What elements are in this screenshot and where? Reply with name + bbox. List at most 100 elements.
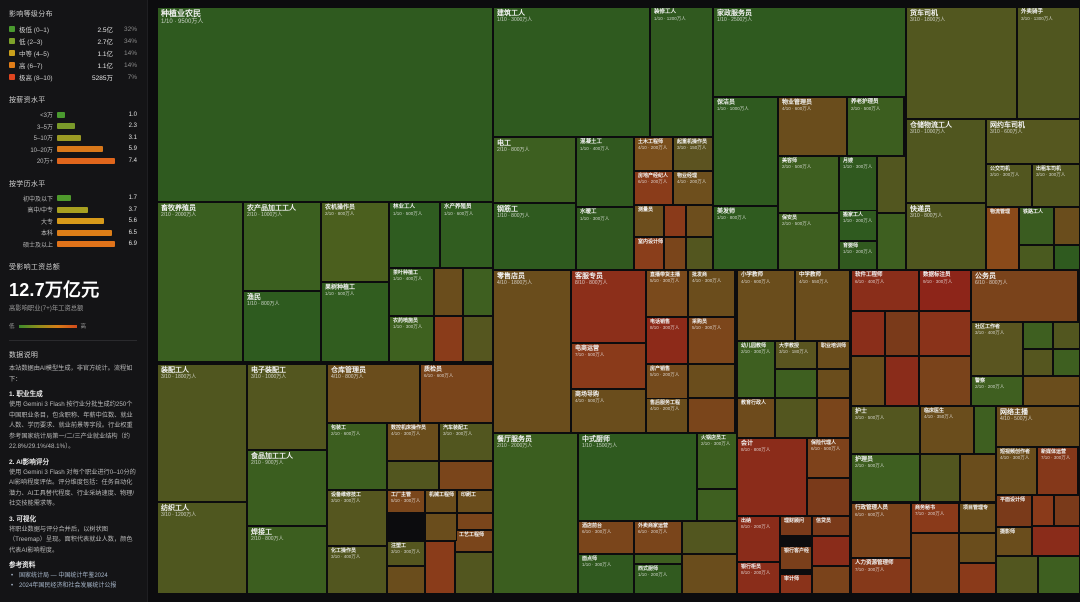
occupation-cell[interactable]: 装修工人 1/10 · 1200万人 — [650, 7, 713, 137]
occupation-cell-small[interactable] — [697, 489, 737, 521]
occupation-cell[interactable]: 保洁员 1/10 · 1000万人 — [713, 97, 778, 206]
occupation-cell-small[interactable] — [463, 268, 493, 316]
occupation-cell[interactable]: 食品加工工人 2/10 · 900万人 — [247, 450, 327, 526]
occupation-cell[interactable]: 室内设计师 — [634, 237, 664, 270]
occupation-cell[interactable]: 客服专员 8/10 · 800万人 — [571, 270, 646, 343]
occupation-cell[interactable]: 美容师 2/10 · 500万人 — [778, 156, 839, 213]
occupation-cell[interactable]: 电话销售 8/10 · 300万人 — [646, 317, 688, 364]
occupation-cell[interactable]: 临床医生 4/10 · 350万人 — [920, 406, 974, 454]
ref-link[interactable]: 2024年国民经济和社会发展统计公报 — [9, 581, 137, 591]
occupation-cell[interactable]: 电子装配工 3/10 · 1000万人 — [247, 364, 327, 450]
occupation-cell[interactable]: 银行柜员 8/10 · 200万人 — [737, 562, 780, 594]
occupation-cell[interactable]: 起重机操作员 3/10 · 150万人 — [673, 137, 713, 171]
occupation-cell[interactable]: 林业工人 1/10 · 500万人 — [389, 202, 440, 268]
occupation-cell[interactable]: 种植业农民 1/10 · 9500万人 — [157, 7, 493, 202]
occupation-cell[interactable]: 水暖工 1/10 · 300万人 — [576, 207, 634, 270]
occupation-cell-small[interactable] — [920, 454, 960, 502]
occupation-cell[interactable]: 商务秘书 7/10 · 200万人 — [911, 503, 959, 533]
occupation-cell[interactable]: 育婴师 1/10 · 200万人 — [839, 241, 877, 270]
occupation-cell-small[interactable] — [1019, 245, 1054, 270]
occupation-cell-small[interactable] — [434, 316, 463, 362]
occupation-cell[interactable]: 公务员 6/10 · 800万人 — [971, 270, 1078, 322]
occupation-cell[interactable]: 保险代理人 6/10 · 500万人 — [807, 438, 850, 478]
occupation-cell[interactable]: 印刷工 — [457, 490, 493, 513]
occupation-cell[interactable]: 装配工人 3/10 · 1800万人 — [157, 364, 247, 502]
occupation-cell-small[interactable] — [1023, 376, 1080, 406]
occupation-cell-small[interactable] — [686, 237, 713, 270]
occupation-cell-small[interactable] — [885, 311, 919, 356]
occupation-cell[interactable]: 数据标注员 9/10 · 300万人 — [919, 270, 971, 311]
occupation-cell[interactable]: 数控机床操作员 4/10 · 300万人 — [387, 423, 439, 461]
occupation-cell-small[interactable] — [439, 461, 493, 490]
occupation-cell[interactable]: 外卖骑手 3/10 · 1300万人 — [1017, 7, 1080, 119]
occupation-cell[interactable]: 机械工程师 — [425, 490, 457, 513]
occupation-cell-small[interactable] — [457, 513, 493, 530]
occupation-cell-small[interactable] — [1032, 526, 1080, 556]
occupation-cell-small[interactable] — [688, 398, 735, 433]
occupation-cell[interactable]: 仓库管理员 4/10 · 800万人 — [327, 364, 420, 423]
occupation-cell-small[interactable] — [1054, 207, 1080, 245]
occupation-cell[interactable]: 平面设计师 — [996, 495, 1032, 527]
occupation-cell[interactable]: 中式厨师 1/10 · 1500万人 — [578, 433, 697, 521]
occupation-cell[interactable]: 短视频创作者 4/10 · 300万人 — [996, 447, 1037, 495]
occupation-cell[interactable]: 注塑工 3/10 · 300万人 — [387, 541, 425, 566]
impact-level-row[interactable]: 高 (6–7) 1.1亿 14% — [9, 59, 137, 71]
occupation-cell[interactable]: 理财顾问 — [780, 516, 812, 536]
occupation-cell[interactable]: 汽车装配工 3/10 · 300万人 — [439, 423, 493, 461]
occupation-cell[interactable]: 果树种植工 1/10 · 500万人 — [321, 282, 389, 362]
occupation-cell-small[interactable] — [1054, 245, 1080, 270]
occupation-cell-small[interactable] — [1038, 556, 1080, 594]
occupation-cell[interactable]: 警察 2/10 · 200万人 — [971, 376, 1023, 406]
occupation-cell-small[interactable] — [919, 356, 971, 406]
impact-level-row[interactable]: 极高 (8–10) 5285万 7% — [9, 71, 137, 83]
occupation-cell-small[interactable] — [686, 205, 713, 237]
occupation-cell-small[interactable] — [877, 156, 906, 213]
occupation-cell-small[interactable] — [911, 533, 959, 594]
occupation-cell-small[interactable] — [664, 205, 686, 237]
occupation-cell-small[interactable] — [960, 454, 996, 502]
occupation-cell-small[interactable] — [1054, 495, 1080, 526]
occupation-cell[interactable]: 水产养殖员 1/10 · 600万人 — [440, 202, 493, 268]
occupation-cell[interactable]: 教育行政人 — [737, 398, 775, 438]
occupation-cell[interactable]: 农机操作员 2/10 · 800万人 — [321, 202, 389, 282]
occupation-cell[interactable]: 火锅店员工 2/10 · 300万人 — [697, 433, 737, 489]
occupation-cell[interactable]: 物流管理 — [986, 207, 1019, 270]
occupation-cell[interactable]: 农产品加工工人 2/10 · 1000万人 — [243, 202, 321, 291]
occupation-cell[interactable]: 大学教授 3/10 · 180万人 — [775, 341, 817, 369]
occupation-cell[interactable]: 物业经理 4/10 · 200万人 — [673, 171, 713, 205]
occupation-cell[interactable]: 护理员 2/10 · 500万人 — [851, 454, 920, 502]
occupation-cell-small[interactable] — [885, 356, 919, 406]
occupation-cell-small[interactable] — [463, 316, 493, 362]
occupation-cell[interactable]: 采购员 5/10 · 300万人 — [688, 317, 735, 364]
occupation-cell[interactable]: 摄影师 — [996, 527, 1032, 556]
occupation-cell-small[interactable] — [682, 521, 737, 554]
occupation-cell[interactable]: 仓储物流工人 3/10 · 1000万人 — [906, 119, 986, 203]
occupation-cell[interactable]: 面点师 1/10 · 300万人 — [578, 554, 634, 594]
occupation-cell[interactable]: 铁路工人 — [1019, 207, 1054, 245]
occupation-cell-small[interactable] — [1053, 349, 1080, 376]
occupation-cell-small[interactable] — [959, 533, 996, 563]
impact-level-row[interactable]: 中等 (4–5) 1.1亿 14% — [9, 47, 137, 59]
occupation-cell-small[interactable] — [425, 513, 457, 541]
occupation-cell[interactable]: 出租车司机 3/10 · 300万人 — [1032, 164, 1080, 207]
occupation-cell[interactable]: 酒店前台 6/10 · 300万人 — [578, 521, 634, 554]
occupation-cell-small[interactable] — [434, 268, 463, 316]
occupation-cell[interactable]: 网约车司机 3/10 · 600万人 — [986, 119, 1080, 164]
occupation-cell-small[interactable] — [664, 237, 686, 270]
occupation-cell-small[interactable] — [634, 554, 682, 564]
occupation-cell[interactable]: 出纳 8/10 · 200万人 — [737, 516, 780, 562]
occupation-cell-small[interactable] — [688, 364, 735, 398]
occupation-cell[interactable]: 审计师 — [780, 574, 812, 594]
occupation-cell[interactable]: 职业培训师 — [817, 341, 850, 369]
occupation-cell-small[interactable] — [919, 311, 971, 356]
occupation-cell[interactable]: 售后服务工程 4/10 · 200万人 — [646, 398, 688, 433]
occupation-cell[interactable]: 商场导购 4/10 · 500万人 — [571, 389, 646, 433]
occupation-cell-small[interactable] — [775, 369, 817, 398]
occupation-cell[interactable]: 公交司机 3/10 · 300万人 — [986, 164, 1032, 207]
occupation-cell[interactable]: 中学教师 4/10 · 550万人 — [795, 270, 850, 341]
occupation-cell[interactable]: 畜牧养殖员 2/10 · 2000万人 — [157, 202, 243, 362]
occupation-cell[interactable]: 护士 3/10 · 500万人 — [851, 406, 920, 454]
occupation-cell[interactable]: 电工 2/10 · 800万人 — [493, 137, 576, 203]
occupation-cell[interactable]: 工艺工程师 — [455, 530, 493, 552]
occupation-cell[interactable]: 纺织工人 3/10 · 1200万人 — [157, 502, 247, 594]
